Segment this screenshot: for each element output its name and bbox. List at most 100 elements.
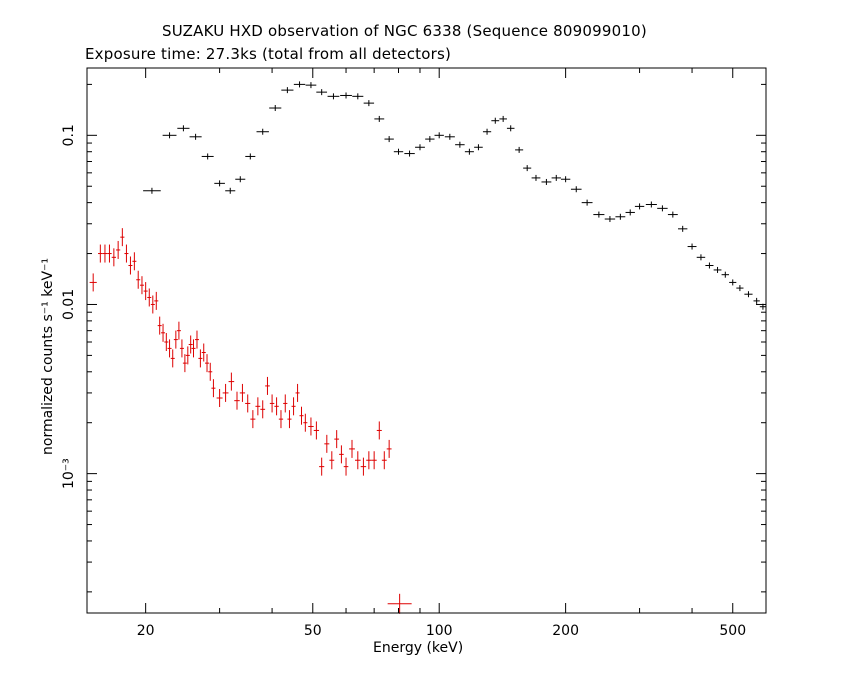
data-point [354,451,361,470]
data-point [713,266,722,273]
data-point [604,216,616,223]
data-point [303,413,308,432]
data-point [316,89,328,96]
data-point [179,339,184,358]
data-point [581,199,593,206]
data-point [278,410,284,429]
data-point [214,180,225,187]
data-point [228,372,235,391]
data-point [162,132,177,139]
data-point [474,144,483,151]
data-point [269,105,282,112]
data-point [201,153,214,160]
data-point [245,394,251,413]
data-point [235,176,246,183]
series-2 [89,228,412,614]
data-point [349,439,355,458]
data-point [265,376,270,395]
data-point [189,133,202,140]
data-point [374,115,385,122]
data-point [560,176,571,183]
data-point [729,279,737,286]
data-point [154,291,159,310]
data-point [222,383,229,402]
data-point [164,332,169,351]
data-point [334,430,340,449]
x-tick-label: 50 [304,623,322,639]
data-point [696,254,706,261]
data-point [340,92,352,99]
data-point [645,201,657,208]
data-point [245,153,256,160]
data-point [381,451,387,470]
ticks-layer: 20 50 100 200 500 0.1 0.01 10⁻³ [61,68,767,639]
data-point [705,262,714,269]
data-point [170,349,175,368]
y-tick-label: 0.01 [61,289,77,320]
y-tick-label: 10⁻³ [61,458,77,489]
data-point [464,148,474,155]
data-point [366,451,372,470]
chart-subtitle: Exposure time: 27.3ks (total from all de… [85,45,452,63]
data-point [744,291,753,298]
data-point [386,439,392,458]
data-point [687,243,697,250]
data-point [281,87,294,94]
y-tick-label: 0.1 [61,124,77,146]
data-point [205,354,210,373]
data-point [102,244,108,263]
data-point [593,211,605,218]
data-point [274,397,279,416]
data-point [287,410,292,429]
data-point [143,187,161,194]
data-point [116,240,121,259]
data-point [384,136,394,143]
data-point [570,186,582,193]
data-point [308,417,314,436]
data-point [147,288,152,307]
data-point [89,273,97,292]
data-point [201,343,206,362]
data-point [255,397,261,416]
data-point [185,346,190,365]
data-point [324,434,330,453]
data-point [132,252,137,271]
data-point [523,165,532,172]
data-point [177,125,190,132]
data-point [225,187,236,194]
y-axis-label: normalized counts s⁻¹ keV⁻¹ [40,257,56,455]
data-point [299,406,304,425]
data-point [363,100,375,107]
data-point [678,225,688,232]
data-point [167,339,172,358]
data-point [291,397,296,416]
data-point [393,148,404,155]
data-point [360,457,367,476]
data-point [634,203,645,210]
data-point [482,128,492,135]
data-point [173,330,178,349]
x-axis-label: Energy (keV) [373,640,464,656]
data-point [736,285,744,292]
data-point [198,349,203,368]
data-point [161,323,166,342]
data-point [182,354,187,373]
data-point [234,391,240,410]
data-point [136,270,141,289]
data-point [139,276,144,295]
data-point [455,141,465,148]
data-point [444,133,455,140]
x-tick-label: 100 [426,623,453,639]
data-point [176,321,181,340]
data-point [107,244,112,263]
x-tick-label: 20 [137,623,155,639]
data-point [327,93,340,100]
data-point [150,295,155,314]
data-point [191,339,196,358]
data-point [352,93,364,100]
data-point [319,457,325,476]
data-point [128,256,133,275]
data-point [615,213,626,220]
data-point [329,451,335,470]
